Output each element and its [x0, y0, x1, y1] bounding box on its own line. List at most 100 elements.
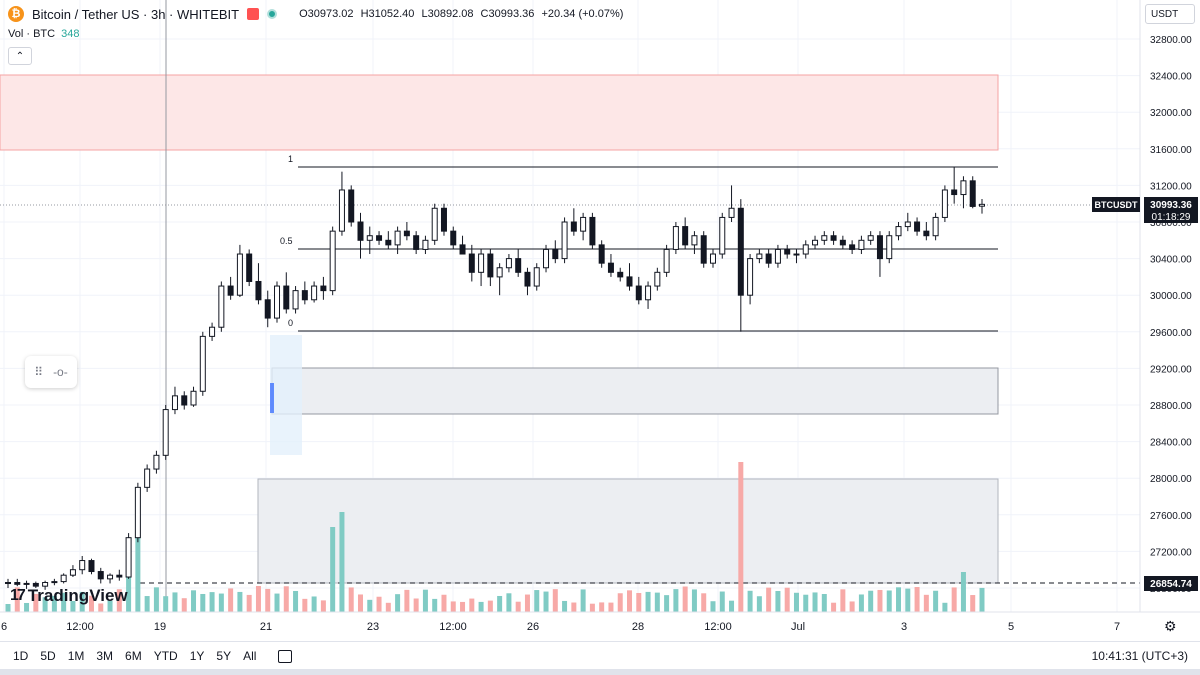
candle[interactable]: [969, 176, 976, 209]
candle[interactable]: [765, 249, 772, 268]
candle[interactable]: [107, 573, 114, 584]
candle[interactable]: [839, 235, 846, 250]
candle[interactable]: [598, 240, 605, 268]
range-ytd[interactable]: YTD: [153, 649, 178, 663]
candle[interactable]: [459, 235, 466, 255]
candle[interactable]: [283, 272, 290, 314]
volume-legend[interactable]: Vol · BTC 348: [8, 28, 79, 40]
candle[interactable]: [301, 281, 308, 305]
candle[interactable]: [515, 249, 522, 277]
candle[interactable]: [645, 281, 652, 309]
candle[interactable]: [552, 240, 559, 264]
candle[interactable]: [79, 555, 86, 575]
candle[interactable]: [654, 267, 661, 291]
candle[interactable]: [747, 254, 754, 305]
candle[interactable]: [524, 267, 531, 296]
candle[interactable]: [227, 276, 234, 300]
candle[interactable]: [394, 226, 401, 255]
candle[interactable]: [422, 235, 429, 255]
candle[interactable]: [134, 482, 141, 543]
candle[interactable]: [607, 254, 614, 277]
candle[interactable]: [700, 231, 707, 268]
candle[interactable]: [821, 231, 828, 245]
candle[interactable]: [88, 558, 95, 575]
candle[interactable]: [895, 222, 902, 241]
candle[interactable]: [932, 212, 939, 241]
candle[interactable]: [979, 198, 985, 214]
candle[interactable]: [125, 533, 132, 579]
candle[interactable]: [784, 244, 791, 259]
candle[interactable]: [951, 167, 958, 204]
clock-readout[interactable]: 10:41:31 (UTC+3): [1091, 649, 1188, 663]
candle[interactable]: [876, 231, 883, 277]
range-3m[interactable]: 3M: [96, 649, 114, 663]
candle[interactable]: [505, 254, 512, 273]
candle[interactable]: [14, 578, 21, 587]
position-entry-marker[interactable]: [270, 383, 274, 413]
calendar-icon[interactable]: [278, 649, 293, 663]
candle[interactable]: [737, 199, 744, 332]
candle[interactable]: [246, 249, 253, 287]
candle[interactable]: [849, 240, 856, 255]
candle[interactable]: [385, 231, 392, 250]
candle[interactable]: [236, 244, 243, 298]
candle[interactable]: [60, 573, 67, 584]
candle[interactable]: [218, 281, 225, 332]
candle[interactable]: [209, 322, 216, 341]
tradingview-logo[interactable]: 17 TradingView: [10, 586, 128, 606]
flag-icon[interactable]: [247, 8, 260, 20]
candle[interactable]: [431, 203, 438, 245]
line-tool-icon[interactable]: -o-: [53, 365, 68, 379]
candle[interactable]: [357, 212, 364, 259]
candle[interactable]: [311, 281, 318, 303]
candle[interactable]: [960, 176, 967, 209]
candle[interactable]: [728, 185, 735, 222]
candle[interactable]: [774, 244, 781, 268]
candle[interactable]: [570, 208, 577, 236]
candle[interactable]: [97, 567, 104, 584]
price-axis[interactable]: 32800.00 32400.00 32000.00 31600.00 31200.00…: [1150, 35, 1192, 595]
candle[interactable]: [144, 464, 151, 492]
candle[interactable]: [348, 185, 355, 227]
candle[interactable]: [181, 391, 188, 410]
candle[interactable]: [116, 569, 123, 581]
symbol-header[interactable]: ₿ Bitcoin / Tether US · 3h · WHITEBIT O3…: [8, 6, 627, 22]
range-5d[interactable]: 5D: [40, 649, 56, 663]
chart-canvas[interactable]: 1 0.5 0 32800.00 32400.00 32000.00 31600.00…: [0, 0, 1200, 640]
candle[interactable]: [376, 231, 383, 245]
long-position-tool[interactable]: [270, 335, 302, 455]
drawing-toolbar-floating[interactable]: ⠿ -o-: [25, 356, 77, 388]
candle[interactable]: [719, 212, 726, 259]
candle[interactable]: [153, 450, 160, 474]
candle[interactable]: [682, 217, 689, 250]
candle[interactable]: [320, 276, 327, 300]
candle[interactable]: [941, 185, 948, 222]
candle[interactable]: [691, 231, 698, 255]
candle[interactable]: [533, 263, 540, 291]
time-axis[interactable]: 6 12:00 19 21 23 12:00 26 28 12:00 Jul 3 5 7: [1, 621, 1120, 633]
candle[interactable]: [255, 263, 262, 305]
candle[interactable]: [478, 249, 485, 287]
candle[interactable]: [886, 231, 893, 264]
candle[interactable]: [635, 276, 642, 305]
range-1y[interactable]: 1Y: [189, 649, 205, 663]
candle[interactable]: [51, 578, 58, 586]
candle[interactable]: [69, 565, 76, 578]
candle[interactable]: [5, 578, 11, 588]
range-1d[interactable]: 1D: [13, 649, 29, 663]
candle[interactable]: [617, 267, 624, 282]
candle[interactable]: [663, 244, 670, 277]
candle[interactable]: [626, 263, 633, 291]
candle[interactable]: [793, 249, 800, 264]
candle[interactable]: [403, 222, 410, 241]
candle[interactable]: [543, 244, 550, 273]
candle[interactable]: [672, 222, 679, 255]
candle[interactable]: [413, 231, 420, 255]
candle[interactable]: [561, 217, 568, 264]
support-zone-lower[interactable]: [257, 478, 999, 584]
candle[interactable]: [190, 386, 197, 407]
candle[interactable]: [589, 212, 596, 250]
support-zone-upper[interactable]: [271, 367, 999, 415]
candle[interactable]: [171, 386, 178, 415]
candle[interactable]: [867, 231, 874, 245]
